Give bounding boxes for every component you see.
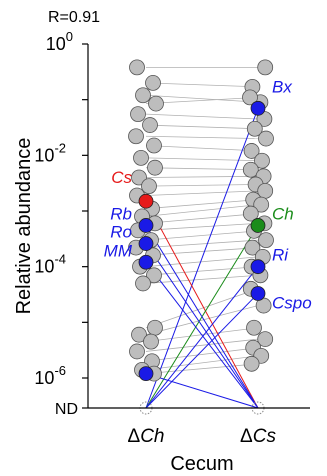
pair-line xyxy=(145,305,259,336)
dcs-point xyxy=(243,355,260,372)
dch-point xyxy=(135,275,151,292)
highlight-line xyxy=(145,200,259,409)
pair-line xyxy=(145,94,259,103)
pair-line xyxy=(145,199,259,210)
dch-point xyxy=(147,159,163,176)
dcs-point xyxy=(246,120,263,137)
highlight-label: Cspo xyxy=(272,293,312,312)
pair-line xyxy=(145,96,259,104)
dch-point xyxy=(143,333,159,350)
dcs-point xyxy=(258,130,274,147)
dch-point xyxy=(128,128,144,145)
pair-line xyxy=(145,355,259,371)
highlight-line xyxy=(145,373,259,409)
highlight-point xyxy=(138,254,154,270)
pair-line xyxy=(145,204,259,217)
pair-line xyxy=(145,124,259,130)
highlight-label: Bx xyxy=(272,77,292,96)
highlight-point xyxy=(138,366,154,381)
highlight-label: Ri xyxy=(272,246,289,265)
highlight-point xyxy=(250,259,266,275)
pair-line xyxy=(145,175,259,178)
highlight-point xyxy=(138,218,154,233)
y-axis-title: Relative abundance xyxy=(13,138,35,315)
highlight-point xyxy=(250,100,266,116)
highlight-line xyxy=(145,266,259,409)
highlight-point xyxy=(250,218,266,233)
x-category-label: ΔCs xyxy=(240,426,276,447)
dch-point xyxy=(130,106,146,123)
pair-line xyxy=(145,135,259,139)
pair-line xyxy=(145,274,259,284)
pair-line xyxy=(145,230,259,241)
pair-line xyxy=(145,113,259,120)
pair-line xyxy=(145,157,259,162)
pair-line xyxy=(145,338,259,352)
dch-point xyxy=(146,267,162,284)
dcs-point xyxy=(257,59,274,76)
highlight-line xyxy=(145,243,259,409)
dcs-point xyxy=(242,89,258,106)
pair-line xyxy=(145,190,259,196)
highlight-line xyxy=(145,225,259,409)
y-tick-label: 10-6 xyxy=(34,363,66,388)
dcs-point xyxy=(246,319,262,336)
highlight-label: Cs xyxy=(111,168,132,187)
pair-line xyxy=(145,167,259,171)
dch-point xyxy=(142,117,158,133)
pair-line xyxy=(145,184,259,187)
y-tick-label: 10-4 xyxy=(34,252,66,277)
dcs-point xyxy=(243,143,260,159)
dcs-point xyxy=(253,196,270,213)
x-axis-title: Cecum xyxy=(170,453,233,475)
dch-point xyxy=(133,149,149,166)
dch-point xyxy=(146,137,162,154)
pair-line xyxy=(145,213,259,224)
highlight-point xyxy=(138,236,154,251)
dch-point xyxy=(148,95,164,112)
pair-line xyxy=(145,145,259,152)
dch-point xyxy=(129,59,145,76)
x-category-label: ΔCh xyxy=(128,426,165,447)
pair-line xyxy=(145,222,259,231)
dch-point xyxy=(135,87,151,104)
dcs-point xyxy=(244,239,261,256)
pair-line xyxy=(145,82,259,88)
dch-point xyxy=(129,343,145,360)
correlation-annotation: R=0.91 xyxy=(48,9,100,26)
dcs-point xyxy=(258,232,274,249)
highlight-line xyxy=(145,108,259,409)
dcs-point xyxy=(257,331,274,347)
nd-label: ND xyxy=(55,401,78,418)
highlight-label: MM xyxy=(104,241,133,260)
dch-point xyxy=(131,326,147,343)
highlight-point xyxy=(250,286,266,301)
highlight-line xyxy=(145,293,259,409)
dch-point xyxy=(145,75,161,91)
pair-line xyxy=(145,266,259,276)
pair-line xyxy=(145,363,259,374)
dcs-point xyxy=(242,205,259,222)
highlight-line xyxy=(145,261,259,409)
dch-point xyxy=(147,319,163,336)
dch-point xyxy=(141,178,157,195)
pair-line xyxy=(145,288,259,329)
pair-line xyxy=(145,247,259,256)
pair-line xyxy=(145,239,259,249)
highlight-label: Ro xyxy=(110,223,132,242)
highlight-point xyxy=(138,193,154,209)
pair-line xyxy=(145,256,259,268)
highlight-label: Ch xyxy=(272,204,294,223)
y-tick-label: 100 xyxy=(46,29,73,54)
dch-point xyxy=(131,169,147,186)
highlight-label: Rb xyxy=(110,204,132,223)
dcs-point xyxy=(254,152,270,169)
dcs-point xyxy=(242,161,259,178)
y-tick-label: 10-2 xyxy=(34,140,66,165)
